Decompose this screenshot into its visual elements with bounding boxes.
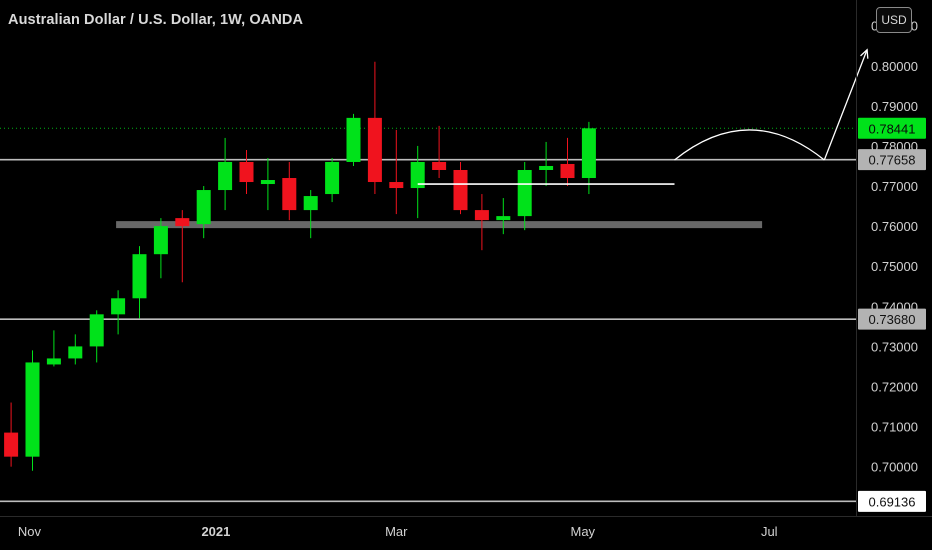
candle-up: [132, 246, 147, 319]
y-tick-label: 0.72000: [871, 379, 918, 394]
y-tick-label: 0.80000: [871, 59, 918, 74]
candle-up: [260, 157, 275, 211]
last-price-label: 0.78441: [858, 117, 926, 139]
y-tick-label: 0.79000: [871, 99, 918, 114]
candle-up: [218, 137, 233, 211]
time-axis[interactable]: Nov2021MarMayJulSep: [18, 524, 932, 539]
candle-up: [89, 310, 104, 363]
candle-down: [474, 194, 489, 251]
level-price-label: 0.73680: [858, 308, 926, 330]
last-price-label-text: 0.78441: [869, 121, 916, 136]
price-labels-layer: 0.77658 0.73680 0.69136 0.78441: [858, 117, 926, 512]
arrow-head: [860, 48, 869, 59]
level-price-label-text: 0.73680: [869, 312, 916, 327]
candles-layer: [4, 61, 596, 471]
candle-up: [25, 350, 40, 471]
candle-up: [517, 161, 532, 231]
x-tick-label: 2021: [201, 524, 230, 539]
support-zone[interactable]: [116, 221, 763, 229]
candle-up: [111, 290, 126, 335]
candle-down: [4, 402, 19, 467]
candle-up: [68, 334, 83, 365]
y-tick-label: 0.73000: [871, 339, 918, 354]
candle-up: [581, 121, 596, 195]
candle-up: [410, 145, 425, 219]
annotations-layer-back: [0, 127, 856, 503]
candle-up: [153, 218, 168, 279]
candle-up: [539, 141, 554, 187]
currency-button[interactable]: USD: [876, 7, 912, 33]
candle-down: [282, 161, 297, 221]
level-price-label-text: 0.77658: [869, 153, 916, 168]
candle-down: [560, 137, 575, 187]
annotations-layer: [417, 48, 869, 185]
chart-title: Australian Dollar / U.S. Dollar, 1W, OAN…: [8, 12, 304, 28]
y-tick-label: 0.75000: [871, 259, 918, 274]
x-tick-label: May: [571, 524, 596, 539]
candle-up: [346, 113, 361, 166]
candle-up: [196, 186, 211, 239]
y-tick-label: 0.70000: [871, 460, 918, 475]
candle-down: [453, 161, 468, 215]
candle-down: [239, 149, 254, 195]
y-tick-label: 0.76000: [871, 219, 918, 234]
x-tick-label: Nov: [18, 524, 42, 539]
projection-arc[interactable]: [674, 129, 825, 161]
x-tick-label: Jul: [761, 524, 778, 539]
candle-up: [496, 198, 511, 235]
level-price-label-text: 0.69136: [869, 494, 916, 509]
x-tick-label: Mar: [385, 524, 408, 539]
candle-down: [389, 129, 404, 215]
level-price-label: 0.77658: [858, 149, 926, 171]
candle-up: [303, 190, 318, 239]
candle-up: [325, 157, 340, 203]
level-price-label: 0.69136: [858, 490, 926, 512]
candle-down: [432, 125, 447, 179]
projection-arrow[interactable]: [823, 49, 868, 161]
candle-down: [367, 61, 382, 195]
price-axis[interactable]: 0.700000.710000.720000.730000.740000.750…: [871, 19, 918, 475]
candle-up: [46, 330, 61, 367]
y-tick-label: 0.77000: [871, 179, 918, 194]
candle-down: [175, 210, 190, 283]
y-tick-label: 0.71000: [871, 420, 918, 435]
